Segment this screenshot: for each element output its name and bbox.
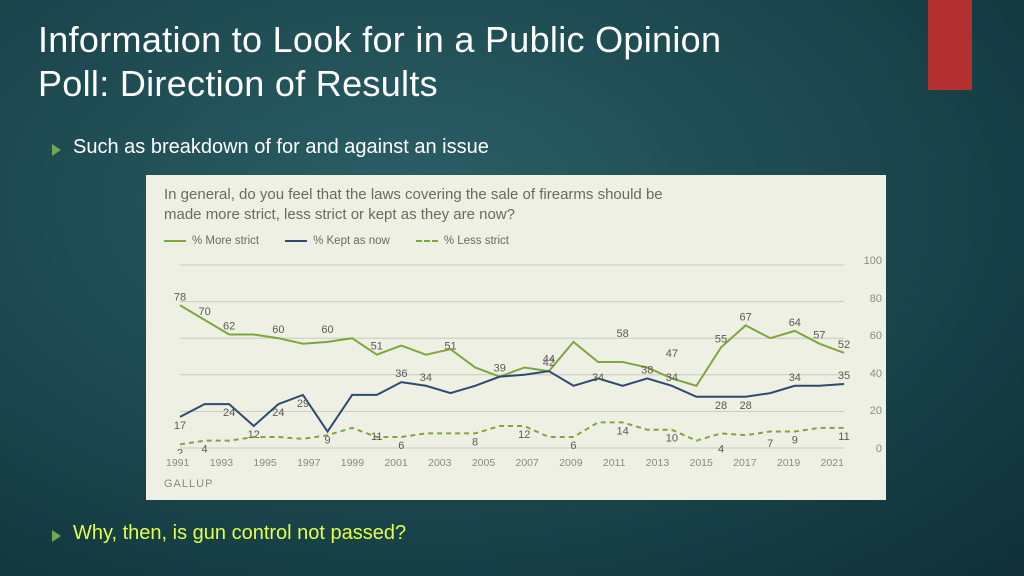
svg-text:51: 51 (371, 341, 383, 353)
y-tick-label: 40 (870, 368, 882, 380)
svg-text:38: 38 (641, 364, 653, 376)
svg-text:29: 29 (297, 398, 309, 410)
legend-label: % Kept as now (313, 235, 390, 247)
triangle-icon (52, 530, 61, 542)
slide-title: Information to Look for in a Public Opin… (38, 18, 798, 106)
legend-item: % More strict (164, 235, 259, 247)
bullet-2-text: Why, then, is gun control not passed? (73, 522, 406, 545)
x-tick-label: 2001 (384, 457, 407, 469)
y-tick-label: 0 (876, 443, 882, 455)
svg-text:4: 4 (718, 444, 724, 454)
svg-text:10: 10 (666, 433, 678, 445)
bullet-2-wrap: Why, then, is gun control not passed? (52, 512, 406, 545)
chart-y-labels: 100 80 60 40 20 0 (864, 255, 882, 455)
chart-plot: 7870626060515144584755676457521724122429… (160, 259, 872, 454)
x-tick-label: 2005 (472, 457, 495, 469)
svg-text:34: 34 (420, 372, 432, 384)
svg-text:24: 24 (223, 407, 235, 419)
svg-text:62: 62 (223, 321, 235, 333)
svg-text:12: 12 (518, 429, 530, 441)
x-tick-label: 2003 (428, 457, 451, 469)
bullet-1: Such as breakdown of for and against an … (52, 136, 972, 159)
x-tick-label: 2009 (559, 457, 582, 469)
y-tick-label: 80 (870, 293, 882, 305)
bullet-list: Such as breakdown of for and against an … (52, 136, 972, 159)
triangle-icon (52, 144, 61, 156)
bullet-2: Why, then, is gun control not passed? (52, 522, 406, 545)
svg-text:8: 8 (472, 436, 478, 448)
svg-text:39: 39 (494, 363, 506, 375)
chart-source: GALLUP (164, 478, 213, 490)
x-tick-label: 2011 (603, 457, 626, 469)
svg-text:2: 2 (177, 447, 183, 454)
svg-text:55: 55 (715, 333, 727, 345)
svg-text:51: 51 (444, 341, 456, 353)
legend-label: % Less strict (444, 235, 509, 247)
svg-text:57: 57 (813, 330, 825, 342)
svg-text:52: 52 (838, 339, 850, 351)
legend-item: % Less strict (416, 235, 509, 247)
svg-text:60: 60 (321, 324, 333, 336)
svg-text:34: 34 (789, 372, 801, 384)
svg-text:34: 34 (592, 372, 604, 384)
svg-text:28: 28 (740, 400, 752, 412)
svg-text:17: 17 (174, 420, 186, 432)
svg-text:36: 36 (395, 368, 407, 380)
svg-text:47: 47 (666, 348, 678, 360)
y-tick-label: 20 (870, 405, 882, 417)
y-tick-label: 100 (864, 255, 882, 267)
chart-x-labels: 1991 1993 1995 1997 1999 2001 2003 2005 2007 2009… (160, 457, 850, 469)
svg-text:11: 11 (838, 431, 849, 443)
svg-text:64: 64 (789, 317, 801, 329)
legend-label: % More strict (192, 235, 259, 247)
x-tick-label: 2019 (777, 457, 800, 469)
svg-text:60: 60 (272, 324, 284, 336)
chart-container: In general, do you feel that the laws co… (146, 175, 886, 500)
y-tick-label: 60 (870, 330, 882, 342)
svg-text:35: 35 (838, 370, 850, 382)
chart-question: In general, do you feel that the laws co… (164, 185, 704, 226)
bullet-1-text: Such as breakdown of for and against an … (73, 136, 489, 159)
svg-text:24: 24 (272, 407, 284, 419)
svg-text:7: 7 (767, 438, 773, 450)
svg-text:58: 58 (617, 328, 629, 340)
slide: Information to Look for in a Public Opin… (0, 0, 1024, 576)
x-tick-label: 2021 (821, 457, 844, 469)
svg-text:14: 14 (617, 425, 629, 437)
legend-swatch (164, 240, 186, 242)
legend-item: % Kept as now (285, 235, 390, 247)
chart-legend: % More strict % Kept as now % Less strict (164, 235, 509, 247)
x-tick-label: 2007 (516, 457, 539, 469)
svg-text:78: 78 (174, 291, 186, 303)
x-tick-label: 1993 (210, 457, 233, 469)
svg-text:34: 34 (666, 372, 678, 384)
svg-text:6: 6 (398, 440, 404, 452)
x-tick-label: 1997 (297, 457, 320, 469)
legend-swatch (416, 240, 438, 242)
svg-text:11: 11 (371, 431, 382, 443)
svg-text:67: 67 (740, 311, 752, 323)
x-tick-label: 2017 (733, 457, 756, 469)
legend-swatch (285, 240, 307, 242)
x-tick-label: 2015 (689, 457, 712, 469)
svg-text:28: 28 (715, 400, 727, 412)
svg-text:70: 70 (198, 306, 210, 318)
x-tick-label: 2013 (646, 457, 669, 469)
svg-text:9: 9 (792, 435, 798, 447)
svg-text:4: 4 (202, 444, 208, 454)
svg-text:6: 6 (570, 440, 576, 452)
svg-text:42: 42 (543, 357, 555, 369)
x-tick-label: 1999 (341, 457, 364, 469)
accent-bar (928, 0, 972, 90)
svg-text:12: 12 (248, 429, 260, 441)
x-tick-label: 1995 (253, 457, 276, 469)
x-tick-label: 1991 (166, 457, 189, 469)
